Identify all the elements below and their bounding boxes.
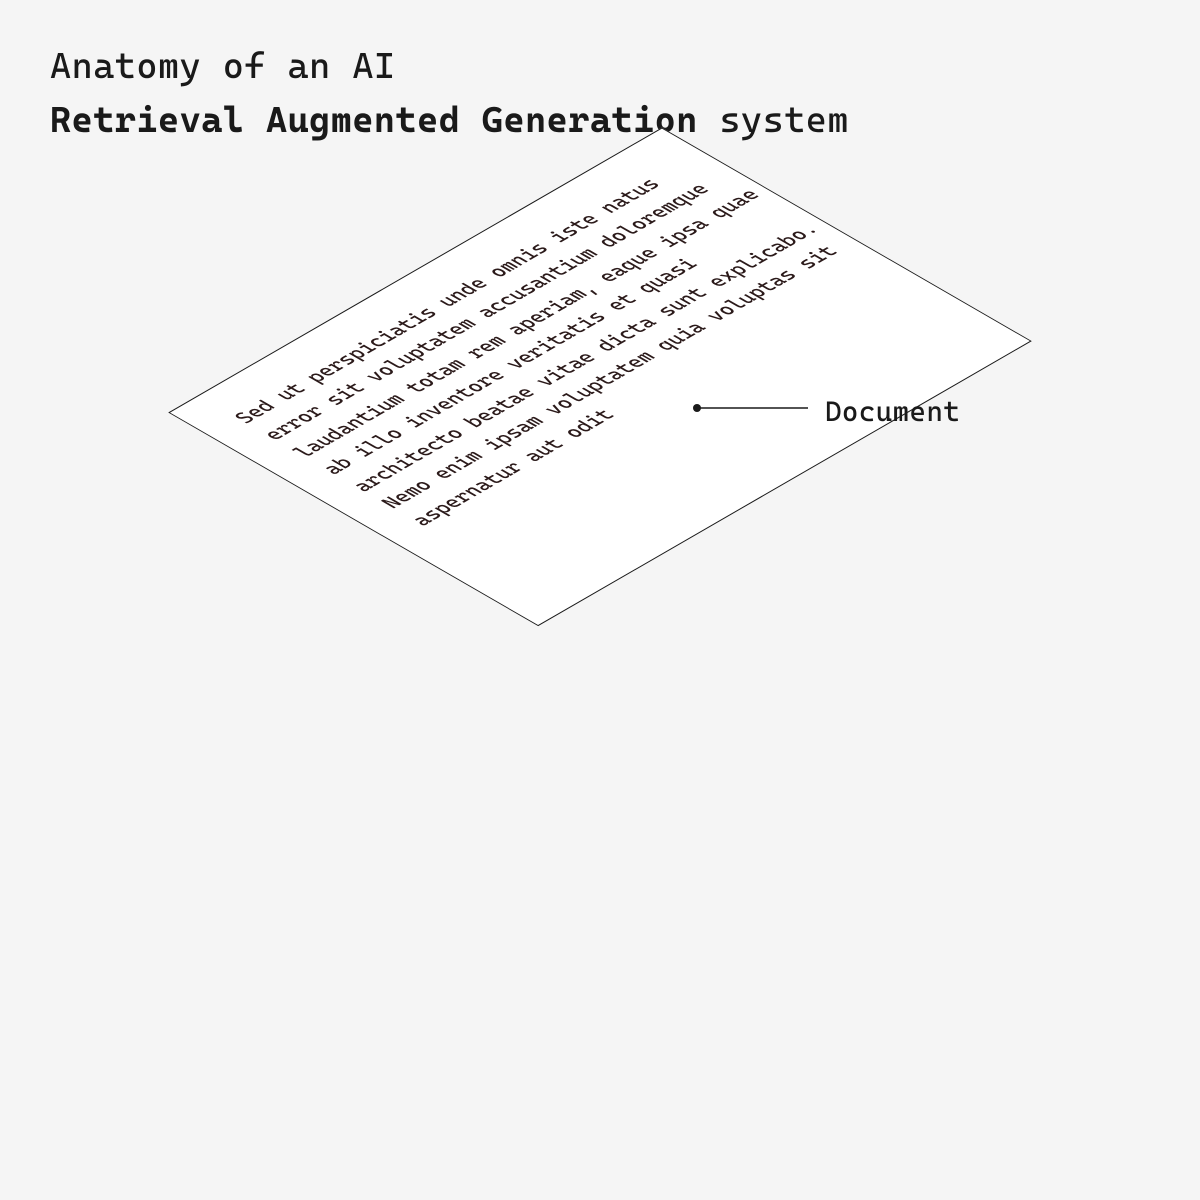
document-callout-label: Document bbox=[825, 395, 960, 428]
document-plane: Sed ut perspiciatis unde omnis iste natu… bbox=[168, 128, 1032, 627]
document-sheet: Sed ut perspiciatis unde omnis iste natu… bbox=[168, 128, 1032, 627]
title-line1: Anatomy of an AI bbox=[50, 40, 849, 94]
document-body: Sed ut perspiciatis unde omnis iste natu… bbox=[226, 148, 890, 532]
title-rest: system bbox=[698, 100, 849, 141]
diagram-stage: Sed ut perspiciatis unde omnis iste natu… bbox=[0, 240, 1200, 940]
title-bold: Retrieval Augmented Generation bbox=[50, 100, 698, 141]
title-line2: Retrieval Augmented Generation system bbox=[50, 94, 849, 148]
page-title: Anatomy of an AI Retrieval Augmented Gen… bbox=[50, 40, 849, 148]
